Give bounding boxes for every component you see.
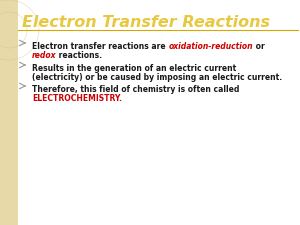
Text: Results in the generation of an electric current: Results in the generation of an electric… [32,64,236,73]
Text: redox: redox [32,51,56,60]
Text: Therefore, this field of chemistry is often called: Therefore, this field of chemistry is of… [32,85,239,94]
Text: (electricity) or be caused by imposing an electric current.: (electricity) or be caused by imposing a… [32,73,282,82]
Text: or: or [253,42,265,51]
Text: Electron transfer reactions are: Electron transfer reactions are [32,42,168,51]
Text: oxidation-reduction: oxidation-reduction [168,42,253,51]
Text: ELECTROCHEMISTRY.: ELECTROCHEMISTRY. [32,94,122,103]
Text: reactions.: reactions. [56,51,103,60]
Bar [0,0,18,225]
Text: Electron Transfer Reactions: Electron Transfer Reactions [22,15,270,30]
